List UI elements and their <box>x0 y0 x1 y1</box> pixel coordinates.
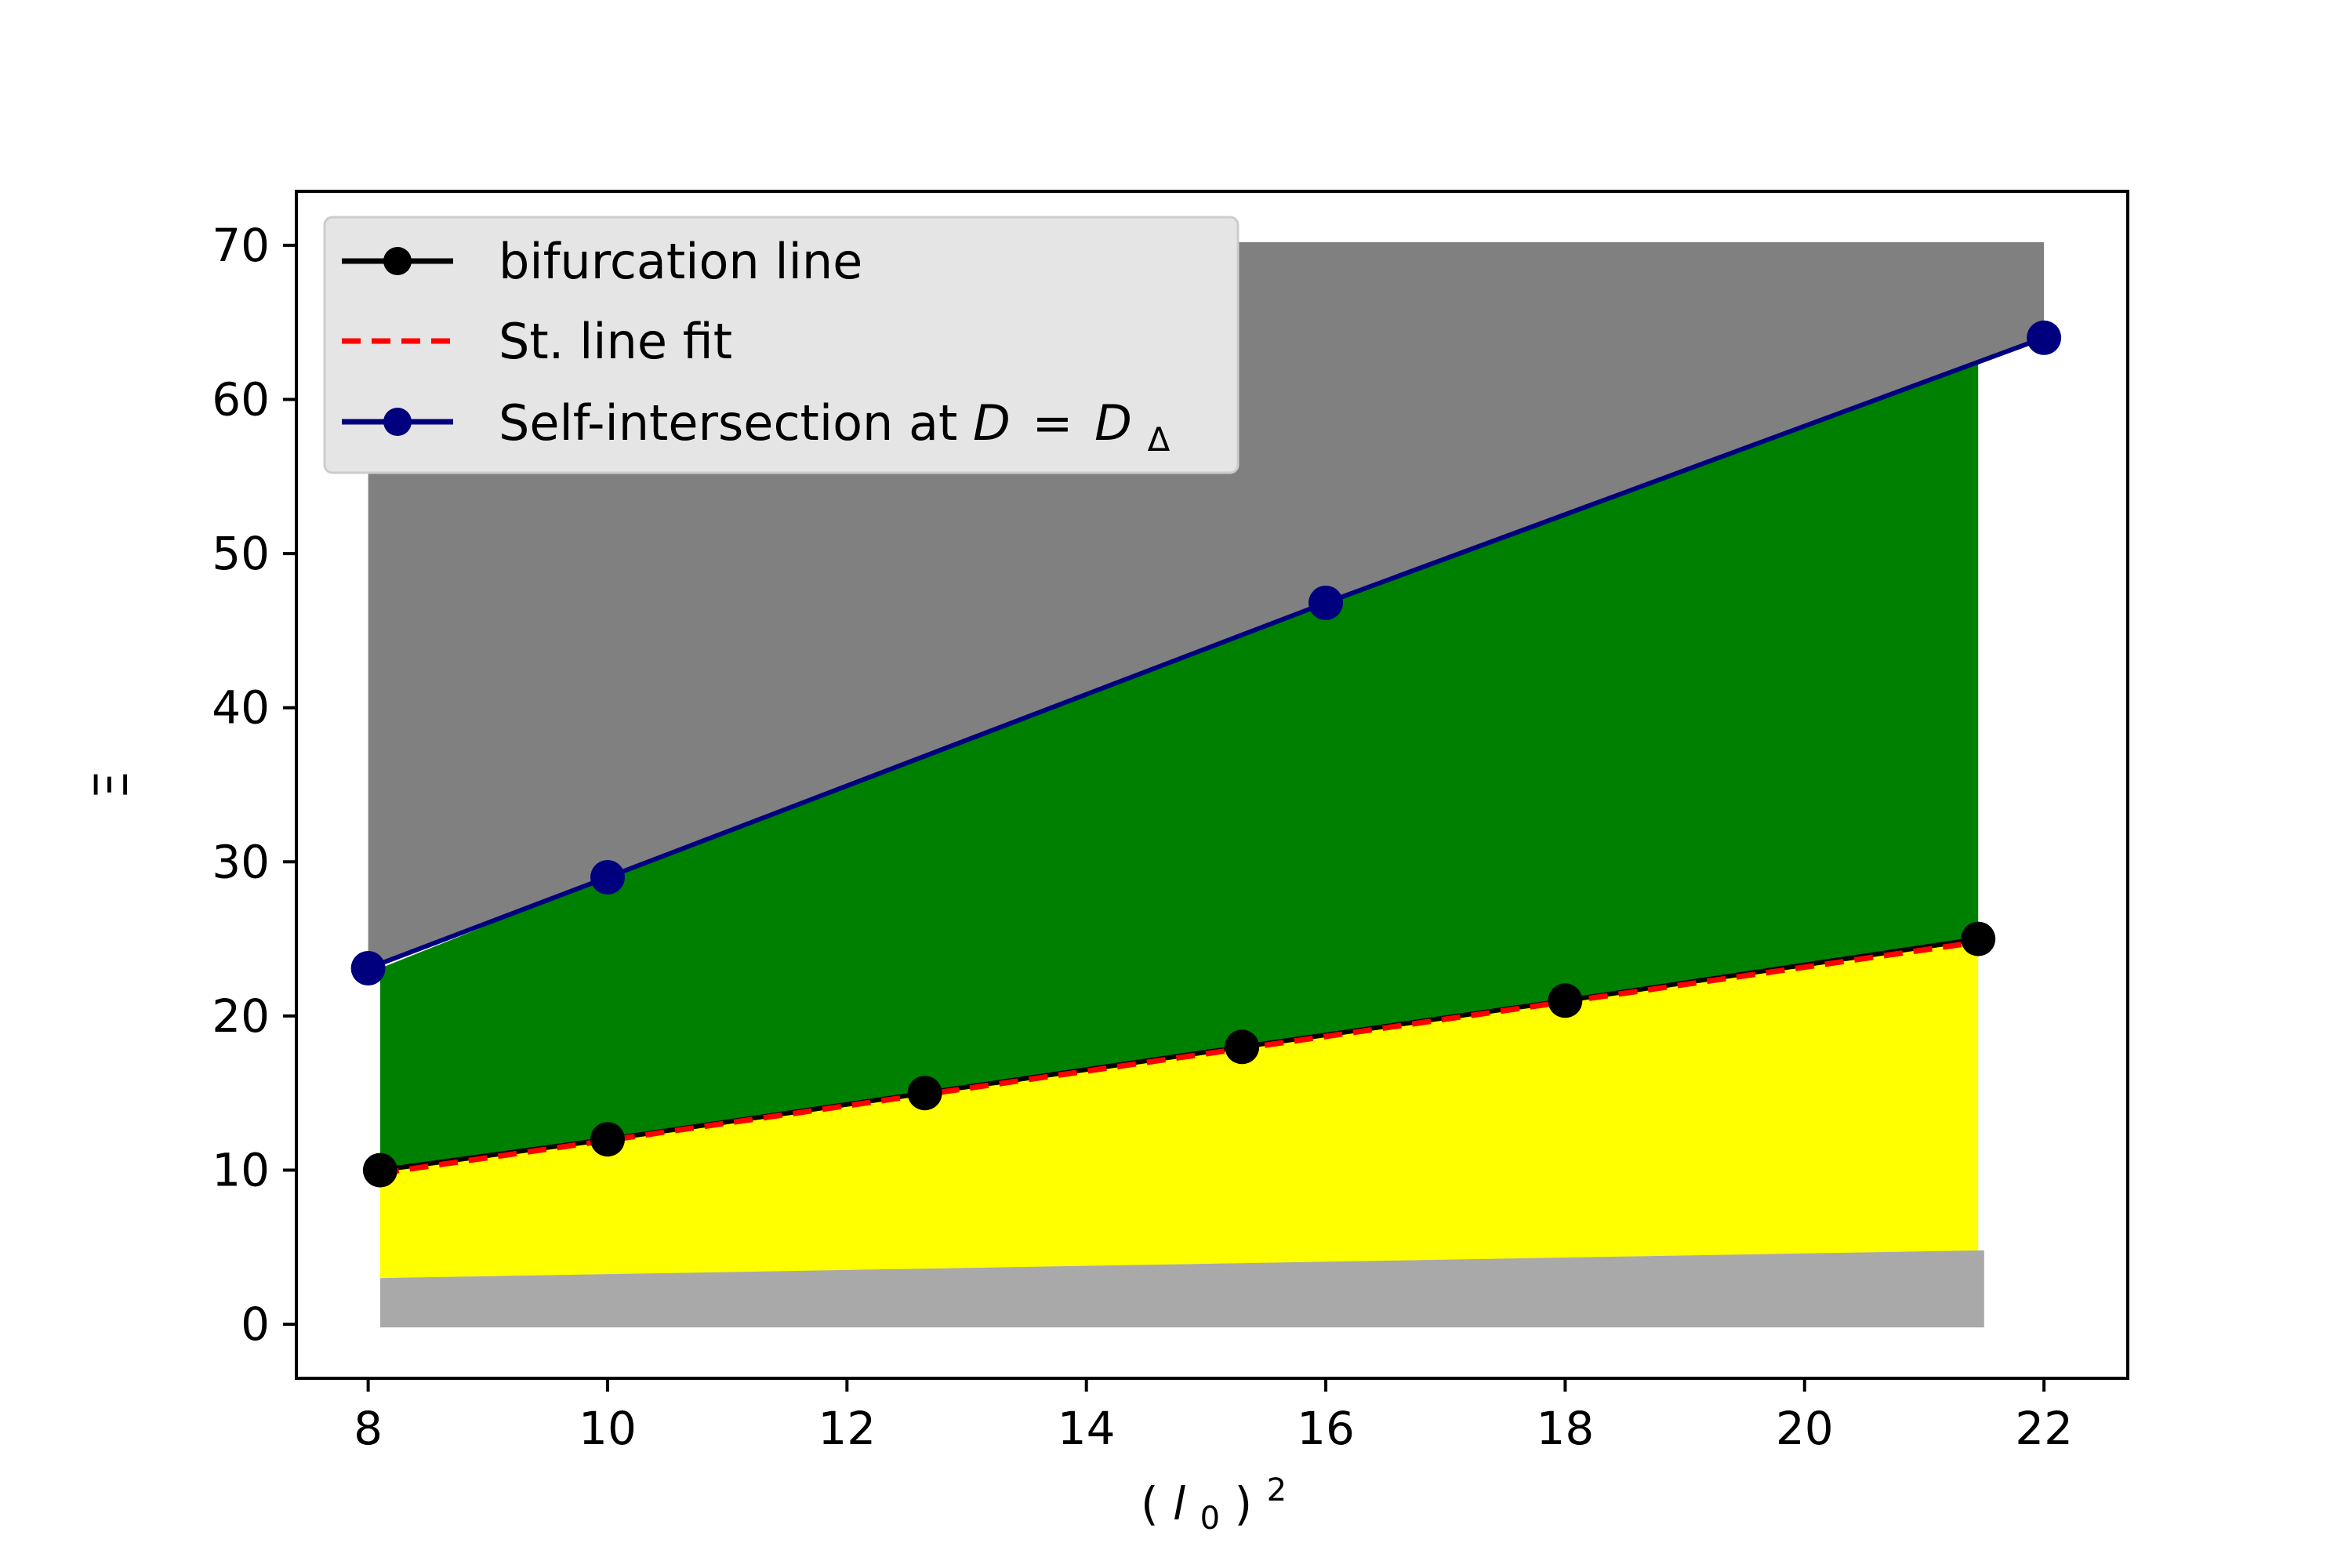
x-axis-label-superscript-two: 2 <box>1267 1472 1287 1508</box>
legend: bifurcation line St. line fit Self-inter… <box>323 216 1240 474</box>
y-tick-label-60: 60 <box>212 372 270 426</box>
plot-frame <box>295 190 2129 1380</box>
self-intersection-line <box>367 335 2045 971</box>
legend-label-d: D <box>973 394 1011 452</box>
legend-label-st-line-fit: St. line fit <box>499 313 732 370</box>
base-gray-region <box>379 1250 1984 1328</box>
legend-self-intersection-marker <box>383 408 412 436</box>
x-axis-label: ( l 0 ) 2 <box>1141 1472 1287 1540</box>
bifurcation-point-4 <box>1548 983 1583 1018</box>
series-layer <box>350 320 2062 1188</box>
legend-label-self-intersection-prefix: Self-intersection at <box>499 394 973 452</box>
x-tick-label-10: 10 <box>579 1402 637 1455</box>
bifurcation-point-0 <box>362 1152 397 1188</box>
x-axis-label-subscript-zero: 0 <box>1200 1501 1220 1537</box>
legend-label-delta-subscript: Δ <box>1148 420 1171 459</box>
legend-label-bifurcation-line: bifurcation line <box>499 233 862 290</box>
y-tick-label-10: 10 <box>212 1144 270 1197</box>
x-tick-label-22: 22 <box>2015 1402 2073 1455</box>
x-tick-label-8: 8 <box>354 1402 383 1455</box>
y-tick-label-30: 30 <box>212 835 270 888</box>
x-tick-label-18: 18 <box>1536 1402 1594 1455</box>
self-intersection-point-0 <box>350 951 386 985</box>
y-tick-label-50: 50 <box>212 527 270 580</box>
self-intersection-point-1 <box>590 860 625 895</box>
y-axis-label: Ξ <box>85 771 138 800</box>
y-tick-label-70: 70 <box>212 219 270 272</box>
x-tick-label-20: 20 <box>1776 1402 1834 1455</box>
legend-box <box>323 216 1240 474</box>
legend-label-equals: = <box>1032 394 1073 452</box>
st-line-fit <box>379 939 1979 1176</box>
x-tick-label-16: 16 <box>1297 1402 1355 1455</box>
y-tick-label-0: 0 <box>241 1298 270 1351</box>
self-intersection-point-2 <box>1308 586 1343 620</box>
y-tick-label-20: 20 <box>212 989 270 1043</box>
x-axis-label-close-paren: ) <box>1235 1477 1253 1530</box>
x-axis-label-l: l <box>1173 1477 1185 1530</box>
yellow-region <box>379 938 1979 1279</box>
bifurcation-point-5 <box>1961 921 1996 956</box>
self-intersection-point-3 <box>2027 320 2062 355</box>
x-axis-label-open-paren: ( <box>1141 1477 1159 1530</box>
tick-layer: 8 10 12 14 16 18 20 22 0 10 20 30 40 50 60 70 <box>212 219 2073 1455</box>
x-tick-label-12: 12 <box>818 1402 876 1455</box>
legend-label-self-intersection: Self-intersection at D = D Δ <box>499 394 1171 459</box>
y-tick-label-40: 40 <box>212 681 270 735</box>
green-region <box>379 361 1979 1171</box>
legend-bifurcation-marker <box>383 247 412 275</box>
bifurcation-point-2 <box>907 1076 942 1111</box>
bifurcation-point-1 <box>590 1122 625 1157</box>
legend-label-d-delta: D <box>1094 394 1132 452</box>
x-tick-label-14: 14 <box>1058 1402 1116 1455</box>
bifurcation-point-3 <box>1225 1029 1260 1065</box>
